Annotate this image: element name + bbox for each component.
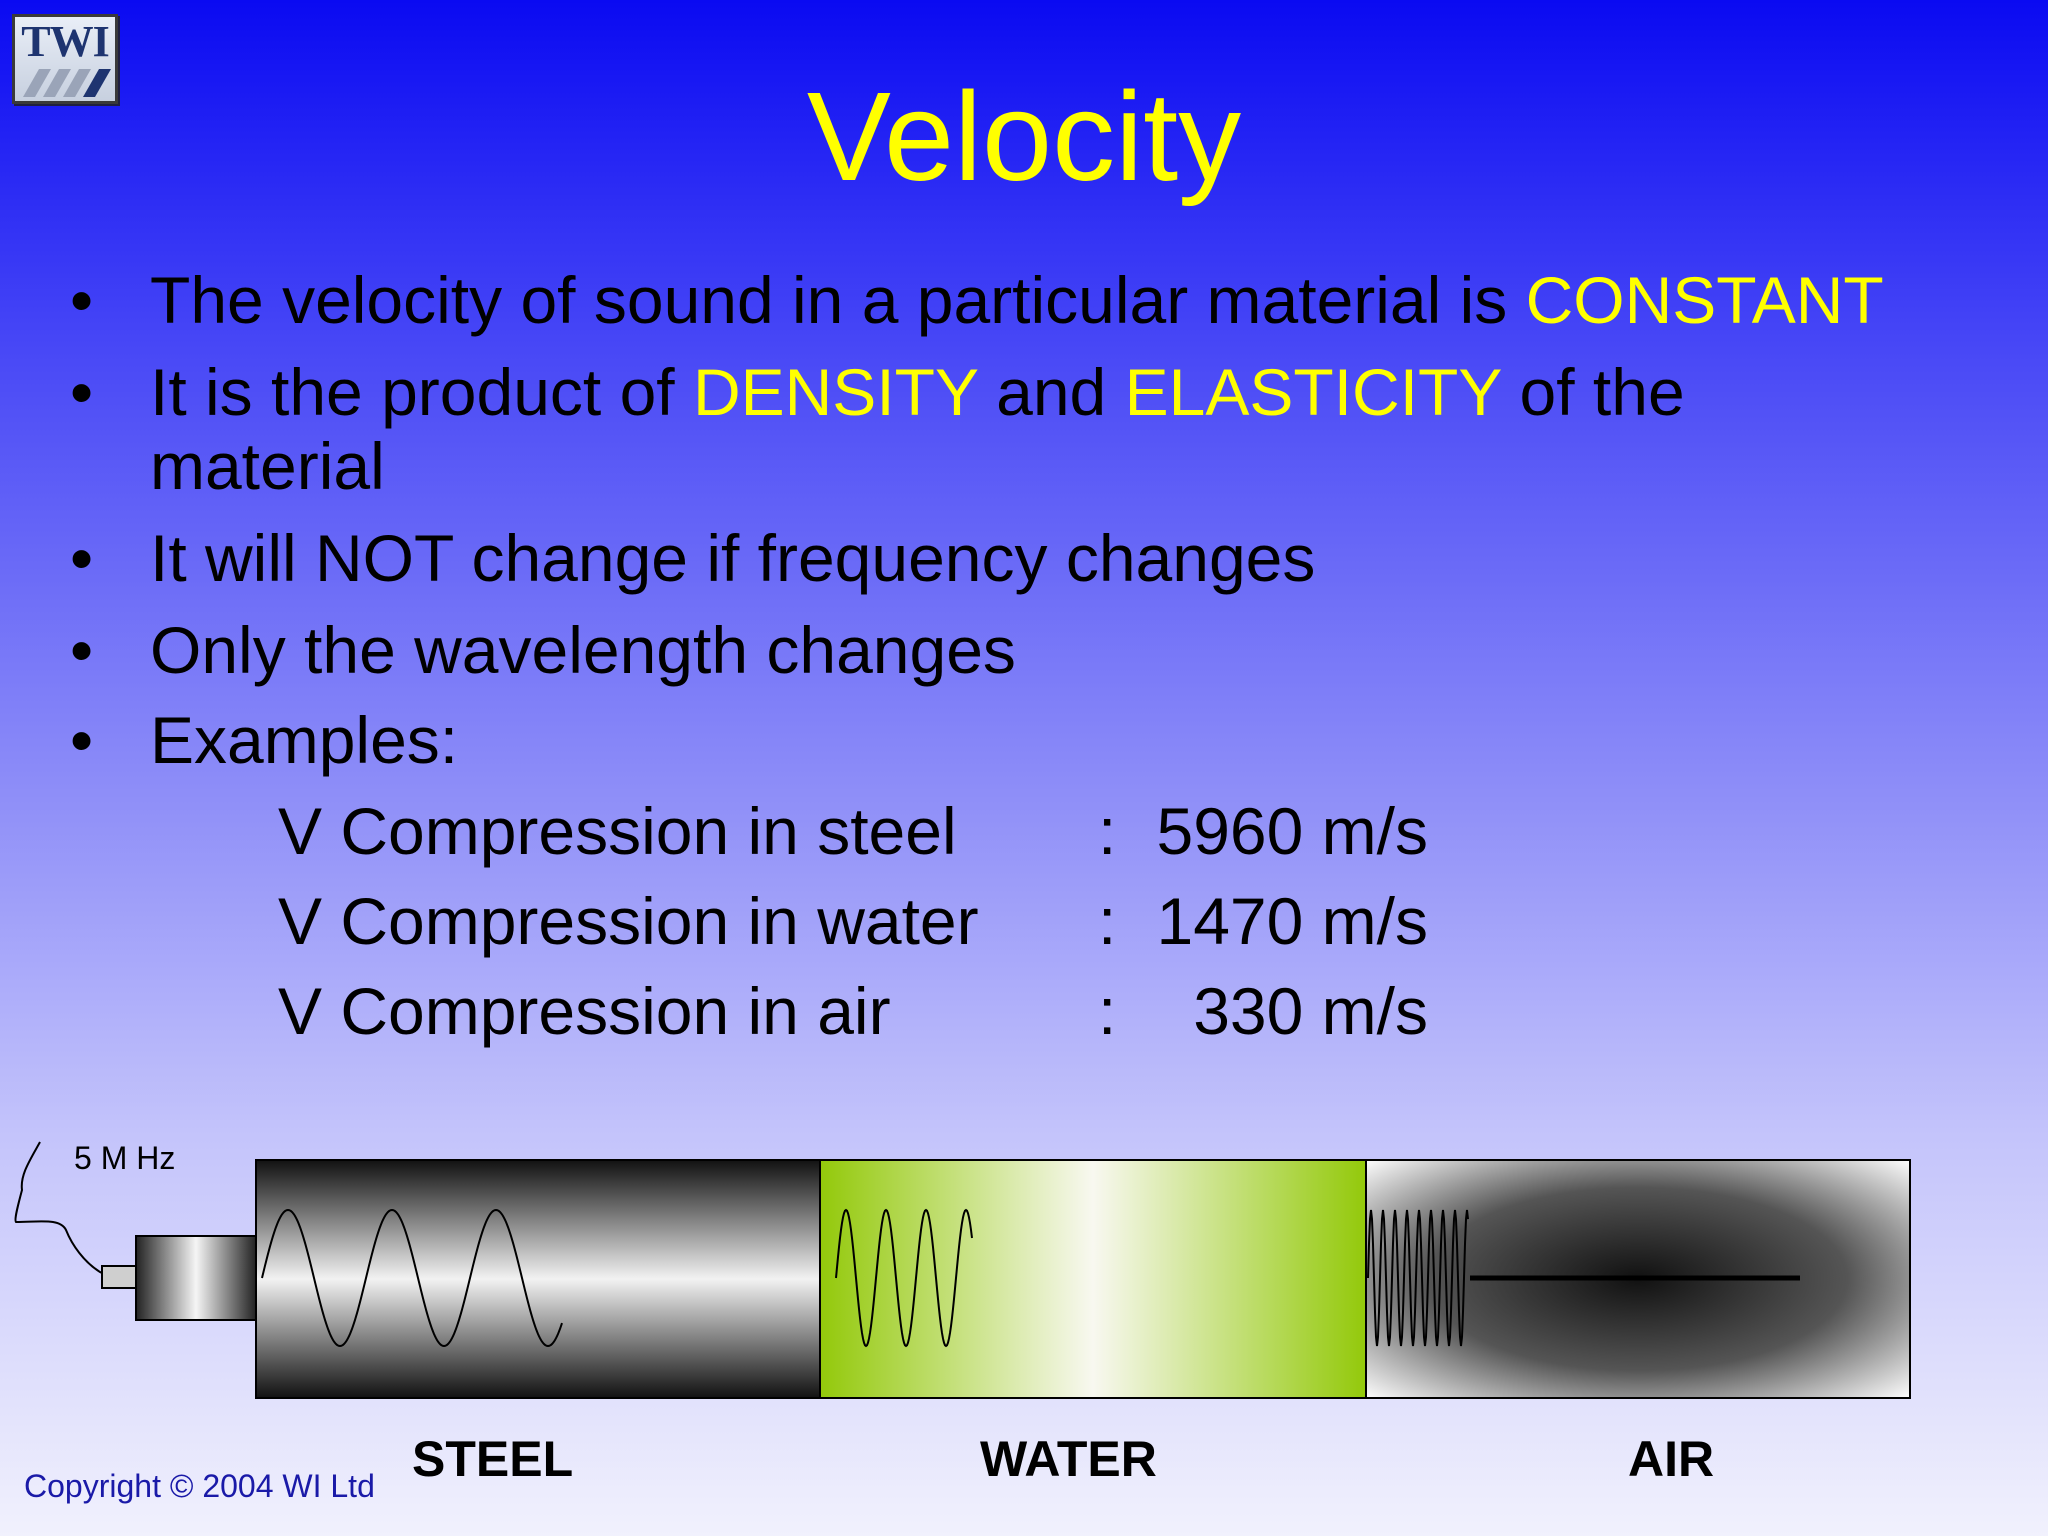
bullet-dot: • [70,355,94,429]
copyright: Copyright © 2004 WI Ltd [24,1468,375,1504]
steel-label: STEEL [412,1431,574,1487]
water-label: WATER [980,1431,1157,1487]
bullet-segment: Examples: [150,703,459,777]
highlight-term: ELASTICITY [1124,355,1502,429]
air-label: AIR [1628,1431,1715,1487]
bullet-segment: and [977,355,1125,429]
twi-logo: TWI [12,14,118,104]
bullet-segment: of the [1501,355,1685,429]
example-value: 1470 m/s [1156,884,1428,958]
steel-wave [261,1208,563,1348]
example-value: 5960 m/s [1156,794,1428,868]
example-label: V Compression in air [278,974,891,1048]
bullet-segment: It is the product of [150,355,693,429]
bullet-continuation: material [150,429,385,503]
probe-body [135,1235,257,1321]
probe-connector [101,1265,137,1289]
steel-block [255,1159,821,1399]
example-label: V Compression in water [278,884,979,958]
frequency-label: 5 M Hz [74,1140,176,1176]
bullet-text: It will NOT change if frequency changes [150,520,1315,596]
bullet-segment: The velocity of sound in a particular ma… [150,263,1526,337]
water-block [819,1159,1367,1399]
bullet-dot: • [70,521,94,595]
example-value: 330 m/s [1193,974,1428,1048]
highlight-term: CONSTANT [1525,263,1884,337]
cable [14,1141,109,1277]
logo-text: TWI [21,17,109,66]
bullet-dot: • [70,703,94,777]
bullet-segment: Only the wavelength changes [150,613,1016,687]
example-colon: : [1098,884,1117,958]
air-wave [1367,1209,1469,1347]
bullet-dot: • [70,263,94,337]
logo-stripes-icon [23,69,111,97]
bullet-dot: • [70,613,94,687]
bullet-text: It is the product of DENSITY and ELASTIC… [150,354,1685,430]
bullet-text: The velocity of sound in a particular ma… [150,262,1884,338]
bullet-segment: It will NOT change if frequency changes [150,521,1316,595]
water-wave [835,1208,973,1348]
bullet-text: Examples: [150,702,458,778]
example-label: V Compression in steel [278,794,957,868]
highlight-term: DENSITY [692,355,978,429]
slide-title: Velocity [806,66,1242,207]
ultrasound-diagram [14,1141,1911,1399]
bullet-text: Only the wavelength changes [150,612,1016,688]
example-colon: : [1098,794,1117,868]
example-colon: : [1098,974,1117,1048]
